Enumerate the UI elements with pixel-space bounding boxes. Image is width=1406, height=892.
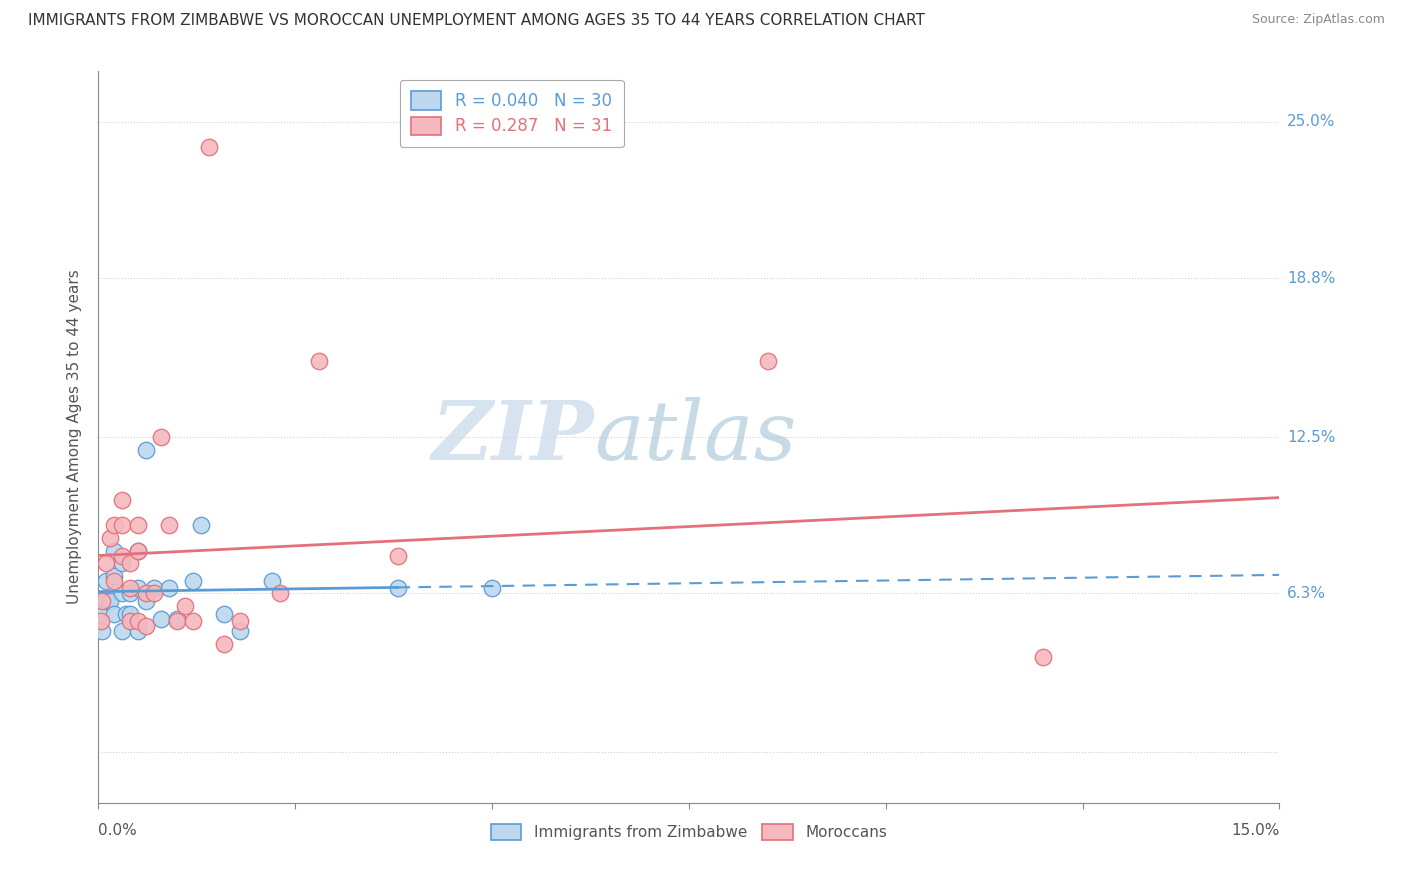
Point [127,582,149,596]
Point [118,582,141,596]
Point [142,586,165,600]
Point [197,140,219,154]
Point [127,543,149,558]
Point [111,493,134,508]
Point [111,556,134,570]
Text: 12.5%: 12.5% [1288,430,1336,444]
Point [387,549,409,563]
Point [96,556,118,570]
Point [91,624,114,639]
Point [157,582,180,596]
Point [96,574,118,588]
Point [103,518,125,533]
Point [103,569,125,583]
Point [1032,649,1054,664]
Point [135,442,157,457]
Point [111,549,134,563]
Point [111,586,134,600]
Point [387,582,409,596]
Point [229,624,252,639]
Text: 0.0%: 0.0% [98,823,138,838]
Point [103,543,125,558]
Point [111,624,134,639]
Point [181,614,204,628]
Point [118,586,141,600]
Point [118,614,141,628]
Point [157,518,180,533]
Point [174,599,197,613]
Point [127,624,149,639]
Point [103,574,125,588]
Point [260,574,283,588]
Point [190,518,212,533]
Point [135,594,157,608]
Point [181,574,204,588]
Point [98,594,121,608]
Point [214,607,236,621]
Point [127,543,149,558]
Legend: Immigrants from Zimbabwe, Moroccans: Immigrants from Zimbabwe, Moroccans [485,818,893,847]
Point [269,586,291,600]
Point [135,619,157,633]
Point [214,637,236,651]
Text: IMMIGRANTS FROM ZIMBABWE VS MOROCCAN UNEMPLOYMENT AMONG AGES 35 TO 44 YEARS CORR: IMMIGRANTS FROM ZIMBABWE VS MOROCCAN UNE… [28,13,925,29]
Point [90,607,112,621]
Point [756,354,779,368]
Point [118,556,141,570]
Point [127,614,149,628]
Point [91,594,114,608]
Point [142,582,165,596]
Point [115,607,138,621]
Text: ZIP: ZIP [432,397,595,477]
Text: Source: ZipAtlas.com: Source: ZipAtlas.com [1251,13,1385,27]
Text: 6.3%: 6.3% [1288,586,1326,601]
Point [166,614,188,628]
Point [90,614,112,628]
Y-axis label: Unemployment Among Ages 35 to 44 years: Unemployment Among Ages 35 to 44 years [67,269,83,605]
Point [98,531,121,545]
Text: 15.0%: 15.0% [1232,823,1279,838]
Point [127,518,149,533]
Point [166,612,188,626]
Text: 18.8%: 18.8% [1288,270,1336,285]
Point [150,430,173,444]
Point [118,607,141,621]
Point [96,594,118,608]
Point [481,582,503,596]
Point [229,614,252,628]
Text: atlas: atlas [595,397,797,477]
Point [135,586,157,600]
Point [150,612,173,626]
Point [308,354,330,368]
Point [103,607,125,621]
Text: 25.0%: 25.0% [1288,114,1336,129]
Point [111,518,134,533]
